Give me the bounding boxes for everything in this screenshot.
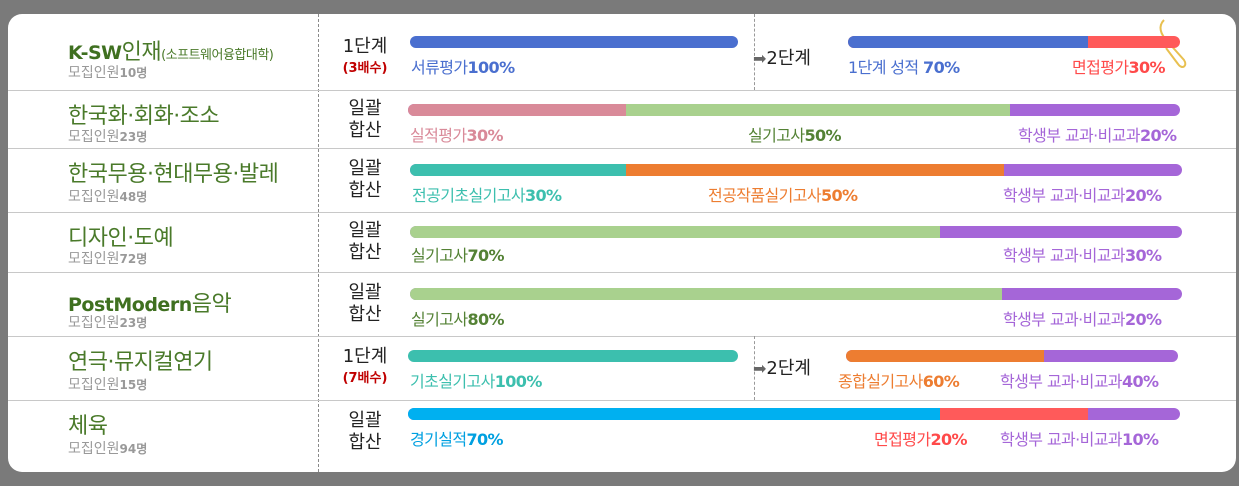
recruit-count: 모집인원23명: [68, 129, 148, 145]
bar-basic-practical: [408, 350, 738, 362]
program-name: 한국화·회화·조소: [68, 104, 220, 129]
label-work-practical: 전공작품실기고사50%: [708, 186, 858, 205]
column-divider: [318, 14, 319, 472]
table-row: 디자인·도예 모집인원72명 일괄 합산 실기고사70% 학생부 교과·비교과3…: [8, 212, 1236, 273]
label-practical-exam: 실기고사80%: [411, 310, 505, 329]
label-practical-exam: 실기고사50%: [748, 126, 842, 145]
stage-divider: [754, 14, 755, 90]
label-record-review: 실적평가30%: [410, 126, 504, 145]
table-row: 한국무용·현대무용·발레 모집인원48명 일괄 합산 전공기초실기고사30% 전…: [8, 148, 1236, 213]
recruit-count: 모집인원94명: [68, 441, 148, 457]
selection-method: 일괄 합산: [348, 158, 382, 201]
recruit-count: 모집인원15명: [68, 377, 148, 393]
stage2-label: ➡2단계: [753, 358, 811, 379]
label-interview: 면접평가20%: [874, 430, 968, 449]
recruit-count: 모집인원48명: [68, 189, 148, 205]
bar-comprehensive-practical: [846, 350, 1044, 362]
bar-interview: [940, 408, 1088, 420]
program-name: 연극·뮤지컬연기: [68, 350, 213, 375]
label-school-record: 학생부 교과·비교과20%: [1003, 310, 1162, 329]
bar-work-practical: [626, 164, 1004, 176]
admission-table-card: K-SW인재(소프트웨어융합대학) 모집인원10명 1단계 (3배수) 서류평가…: [8, 14, 1236, 472]
bar-document-review: [410, 36, 738, 48]
program-name: K-SW인재(소프트웨어융합대학): [68, 40, 274, 65]
table-row: 연극·뮤지컬연기 모집인원15명 1단계 (7배수) 기초실기고사100% ➡2…: [8, 336, 1236, 401]
selection-method: 일괄 합산: [348, 220, 382, 263]
bar-practical-exam: [410, 226, 940, 238]
selection-method: 일괄 합산: [348, 98, 382, 141]
bar-practical-exam: [410, 288, 1002, 300]
bar-competition-record: [408, 408, 940, 420]
label-competition-record: 경기실적70%: [410, 430, 504, 449]
label-basic-practical: 기초실기고사100%: [410, 372, 542, 391]
program-name: 디자인·도예: [68, 226, 174, 251]
bar-basic-practical: [410, 164, 626, 176]
label-document-review: 서류평가100%: [411, 58, 515, 77]
label-school-record: 학생부 교과·비교과10%: [1000, 430, 1159, 449]
bar-record-review: [408, 104, 626, 116]
label-interview: 면접평가30%: [1072, 58, 1166, 77]
recruit-count: 모집인원10명: [68, 65, 148, 81]
label-comprehensive-practical: 종합실기고사60%: [838, 372, 960, 391]
selection-method: 일괄 합산: [348, 282, 382, 325]
program-name: 체육: [68, 414, 108, 439]
label-stage1-score: 1단계 성적 70%: [848, 58, 960, 77]
table-row: PostModern음악 모집인원23명 일괄 합산 실기고사80% 학생부 교…: [8, 272, 1236, 337]
label-school-record: 학생부 교과·비교과30%: [1003, 246, 1162, 265]
bar-practical-exam: [626, 104, 1010, 116]
selection-method: 1단계 (7배수): [342, 346, 388, 386]
stage-divider: [754, 336, 755, 400]
label-school-record: 학생부 교과·비교과40%: [1000, 372, 1159, 391]
paperclip-icon: [1159, 19, 1187, 68]
selection-method: 1단계 (3배수): [342, 36, 388, 76]
recruit-count: 모집인원72명: [68, 251, 148, 267]
label-school-record: 학생부 교과·비교과20%: [1003, 186, 1162, 205]
selection-method: 일괄 합산: [348, 410, 382, 453]
table-row: K-SW인재(소프트웨어융합대학) 모집인원10명 1단계 (3배수) 서류평가…: [8, 14, 1236, 91]
table-row: 체육 모집인원94명 일괄 합산 경기실적70% 면접평가20% 학생부 교과·…: [8, 400, 1236, 472]
label-basic-practical: 전공기초실기고사30%: [412, 186, 562, 205]
label-practical-exam: 실기고사70%: [411, 246, 505, 265]
bar-stage1-score: [848, 36, 1088, 48]
program-name: 한국무용·현대무용·발레: [68, 162, 279, 187]
stage2-label: ➡2단계: [753, 48, 811, 69]
table-row: 한국화·회화·조소 모집인원23명 일괄 합산 실적평가30% 실기고사50% …: [8, 90, 1236, 149]
recruit-count: 모집인원23명: [68, 315, 148, 331]
program-name: PostModern음악: [68, 292, 232, 317]
label-school-record: 학생부 교과·비교과20%: [1018, 126, 1177, 145]
